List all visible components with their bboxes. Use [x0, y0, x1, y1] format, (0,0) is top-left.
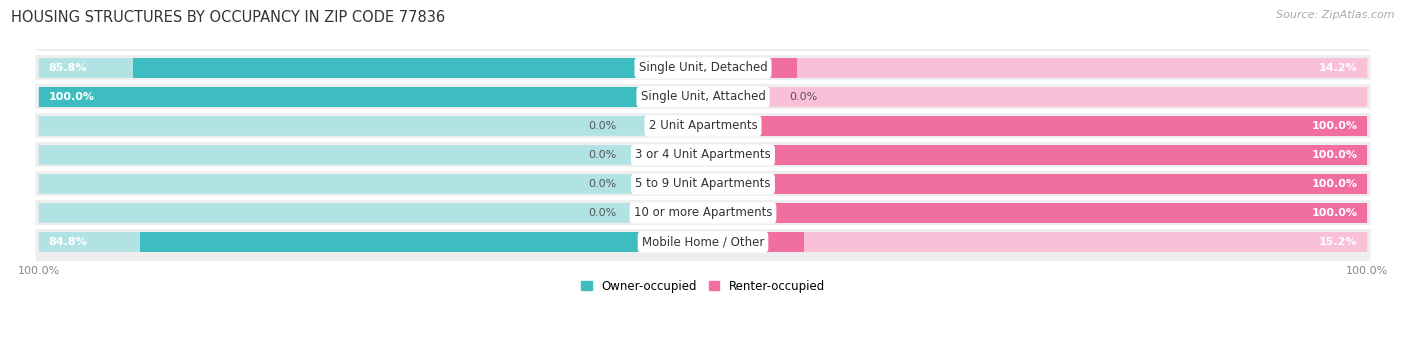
Bar [703, 203, 1367, 223]
FancyBboxPatch shape [39, 203, 703, 223]
FancyBboxPatch shape [703, 232, 1367, 252]
FancyBboxPatch shape [39, 87, 703, 107]
Text: Source: ZipAtlas.com: Source: ZipAtlas.com [1277, 10, 1395, 20]
Bar [703, 58, 797, 78]
FancyBboxPatch shape [39, 116, 703, 136]
FancyBboxPatch shape [39, 145, 703, 165]
Text: 5 to 9 Unit Apartments: 5 to 9 Unit Apartments [636, 177, 770, 190]
Text: 2 Unit Apartments: 2 Unit Apartments [648, 119, 758, 132]
Text: Single Unit, Attached: Single Unit, Attached [641, 90, 765, 103]
FancyBboxPatch shape [703, 58, 1367, 78]
Text: 84.8%: 84.8% [49, 237, 87, 247]
Text: 0.0%: 0.0% [789, 92, 818, 102]
FancyBboxPatch shape [35, 218, 1371, 266]
Text: 0.0%: 0.0% [588, 208, 617, 218]
Text: 100.0%: 100.0% [1312, 150, 1357, 160]
FancyBboxPatch shape [703, 145, 1367, 165]
FancyBboxPatch shape [703, 87, 1367, 107]
Bar [703, 232, 804, 252]
FancyBboxPatch shape [39, 174, 703, 194]
Bar [703, 145, 1367, 165]
Text: 100.0%: 100.0% [1312, 208, 1357, 218]
Legend: Owner-occupied, Renter-occupied: Owner-occupied, Renter-occupied [581, 280, 825, 293]
Text: Mobile Home / Other: Mobile Home / Other [641, 235, 765, 249]
FancyBboxPatch shape [35, 160, 1371, 208]
Text: 0.0%: 0.0% [588, 179, 617, 189]
Bar [134, 58, 703, 78]
Text: HOUSING STRUCTURES BY OCCUPANCY IN ZIP CODE 77836: HOUSING STRUCTURES BY OCCUPANCY IN ZIP C… [11, 10, 446, 25]
FancyBboxPatch shape [35, 73, 1371, 121]
Text: 3 or 4 Unit Apartments: 3 or 4 Unit Apartments [636, 148, 770, 161]
Bar [703, 116, 1367, 136]
Text: 0.0%: 0.0% [588, 121, 617, 131]
FancyBboxPatch shape [35, 189, 1371, 237]
Text: 100.0%: 100.0% [49, 92, 94, 102]
Text: Single Unit, Detached: Single Unit, Detached [638, 61, 768, 74]
Bar [139, 232, 703, 252]
FancyBboxPatch shape [39, 58, 703, 78]
FancyBboxPatch shape [39, 232, 703, 252]
FancyBboxPatch shape [35, 102, 1371, 150]
Bar [703, 174, 1367, 194]
Text: 100.0%: 100.0% [1312, 179, 1357, 189]
FancyBboxPatch shape [703, 203, 1367, 223]
Text: 10 or more Apartments: 10 or more Apartments [634, 206, 772, 219]
Text: 15.2%: 15.2% [1319, 237, 1357, 247]
FancyBboxPatch shape [703, 116, 1367, 136]
Text: 14.2%: 14.2% [1319, 63, 1357, 73]
FancyBboxPatch shape [35, 44, 1371, 92]
Text: 0.0%: 0.0% [588, 150, 617, 160]
Bar [39, 87, 703, 107]
FancyBboxPatch shape [703, 174, 1367, 194]
FancyBboxPatch shape [35, 131, 1371, 179]
Text: 100.0%: 100.0% [1312, 121, 1357, 131]
Text: 85.8%: 85.8% [49, 63, 87, 73]
